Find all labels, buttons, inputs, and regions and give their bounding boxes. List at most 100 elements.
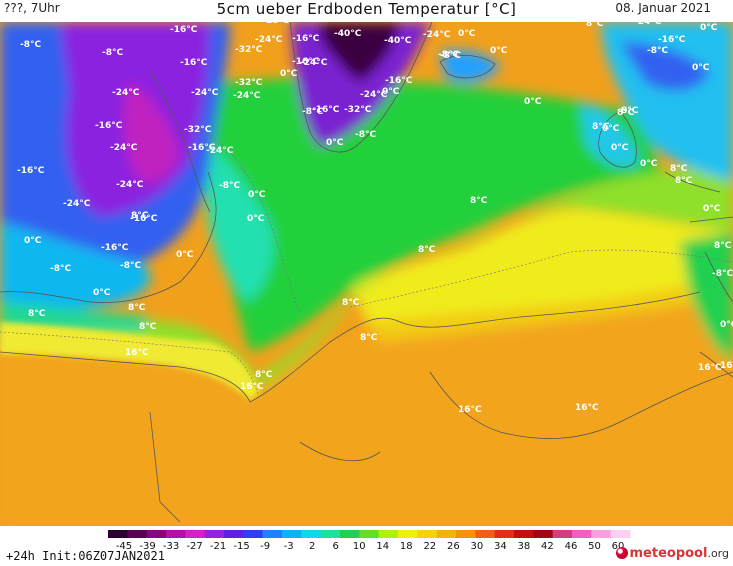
temperature-label: -32°C — [184, 125, 212, 135]
legend-tick-label: 38 — [518, 541, 531, 550]
legend-swatch — [185, 530, 206, 538]
legend-tick-label: -15 — [233, 541, 249, 550]
legend-swatch — [166, 530, 186, 538]
init-time: +24h Init:06Z07JAN2021 — [6, 549, 165, 563]
temperature-label: -16°C — [262, 22, 290, 26]
legend-swatch — [514, 530, 534, 538]
temperature-label: 0°C — [24, 236, 42, 246]
temperature-label: -8°C — [647, 46, 668, 56]
temperature-label: 0°C — [490, 46, 508, 56]
temperature-label: -8°C — [712, 269, 733, 279]
temperature-label: 8°C — [255, 370, 273, 380]
legend-tick-label: 42 — [541, 541, 554, 550]
legend-tick-label: 46 — [565, 541, 578, 550]
temperature-label: -8°C — [355, 130, 376, 140]
temperature-label: -24°C — [112, 88, 140, 98]
brand-logo[interactable]: meteopool.org — [615, 546, 729, 561]
legend-swatch — [262, 530, 283, 538]
temperature-label: -16°C — [130, 214, 158, 224]
temperature-label: -40°C — [384, 36, 412, 46]
temperature-label: 0°C — [640, 159, 658, 169]
temperature-label: 8°C — [128, 303, 146, 313]
temperature-label: 8°C — [670, 164, 688, 174]
temperature-label: 16°C — [458, 405, 482, 415]
temperature-label: -16°C — [188, 143, 216, 153]
legend-tick-label: -39 — [139, 541, 155, 550]
great-lakes-zone — [0, 222, 151, 314]
temperature-map: -8°C -16°C -24°C -16°C -24°C -32°C -8°C -24°C -3… — [0, 22, 733, 526]
temperature-label: -16°C — [17, 166, 45, 176]
legend-swatch — [204, 530, 225, 538]
legend-swatch — [282, 530, 302, 538]
legend-swatch — [591, 530, 612, 538]
temperature-label: 8°C — [592, 122, 610, 132]
temperature-label: 0°C — [524, 97, 542, 107]
brand-name: meteopool — [629, 546, 708, 561]
temperature-labels: -8°C-16°C-24°C-16°C-24°C-32°C-8°C-24°C-3… — [17, 22, 733, 415]
logo-icon — [615, 547, 628, 559]
temperature-label: -24°C — [423, 30, 451, 40]
temperature-label: 8°C — [714, 241, 732, 251]
temperature-label: 0°C — [280, 69, 298, 79]
temperature-label: -16°C — [292, 34, 320, 44]
temperature-label: 8°C — [360, 333, 378, 343]
legend-tick-label: -33 — [163, 541, 179, 550]
legend-tick-label: 22 — [423, 541, 436, 550]
map-header: ???, 7Uhr 5cm ueber Erdboden Temperatur … — [0, 0, 733, 22]
temperature-label: 8°C — [418, 245, 436, 255]
temperature-label: -16°C — [180, 58, 208, 68]
temperature-label: 16°C — [125, 348, 149, 358]
legend-tick-label: 26 — [447, 541, 460, 550]
legend-swatch — [456, 530, 476, 538]
legend-tick-label: -9 — [260, 541, 270, 550]
legend-swatch — [224, 530, 244, 538]
temperature-label: -24°C — [206, 146, 234, 156]
temperature-label: -24°C — [634, 22, 662, 27]
temperature-label: -8°C — [219, 181, 240, 191]
temperature-label: -32°C — [235, 78, 263, 88]
map-title: 5cm ueber Erdboden Temperatur [°C] — [216, 0, 517, 18]
legend-swatch — [572, 530, 592, 538]
temperature-label: -16°C — [95, 121, 123, 131]
temperature-label: 16°C — [698, 363, 722, 373]
legend-swatch — [340, 530, 360, 538]
labrador-sea-zone — [200, 142, 274, 302]
temperature-label: 8°C — [621, 106, 639, 116]
temperature-label: 8°C — [131, 211, 149, 221]
legend-swatch — [108, 530, 128, 538]
temperature-label: 0°C — [611, 143, 629, 153]
legend-tick-label: 30 — [470, 541, 483, 550]
legend-swatch — [417, 530, 438, 538]
temperature-label: 8°C — [617, 108, 635, 118]
temperature-label: 0°C — [720, 320, 733, 330]
temperature-label: -24°C — [63, 199, 91, 209]
temperature-label: 0°C — [692, 63, 710, 73]
temperature-label: 0°C — [248, 190, 266, 200]
temperature-label: -8°C — [440, 51, 461, 61]
yellow-zone — [350, 209, 733, 327]
legend-swatch — [301, 530, 322, 538]
green-zone — [0, 162, 733, 387]
temperature-label: -16°C — [658, 35, 686, 45]
temperature-label: -8°C — [120, 261, 141, 271]
temperature-label: -24°C — [233, 91, 261, 101]
legend-tick-label: 50 — [588, 541, 601, 550]
legend-tick-label: 60 — [612, 541, 625, 550]
temperature-label: -16°C — [312, 105, 340, 115]
temperature-label: 8°C — [586, 22, 604, 29]
temperature-label: 16°C — [240, 382, 264, 392]
legend-swatch — [359, 530, 380, 538]
greenland-core — [320, 22, 400, 82]
europe-zone — [680, 232, 733, 362]
british-isles-zone — [580, 102, 640, 167]
legend-tick-label: -45 — [116, 541, 132, 550]
iceland-zone — [440, 50, 500, 83]
temperature-label: -24°C — [110, 143, 138, 153]
temperature-label: -24°C — [360, 90, 388, 100]
legend-swatch — [146, 530, 167, 538]
legend-swatch — [320, 530, 341, 538]
temperature-label: 0°C — [176, 250, 194, 260]
legend-tick-label: -27 — [186, 541, 202, 550]
temperature-label: 0°C — [602, 124, 620, 134]
temperature-label: 16°C — [575, 403, 599, 413]
